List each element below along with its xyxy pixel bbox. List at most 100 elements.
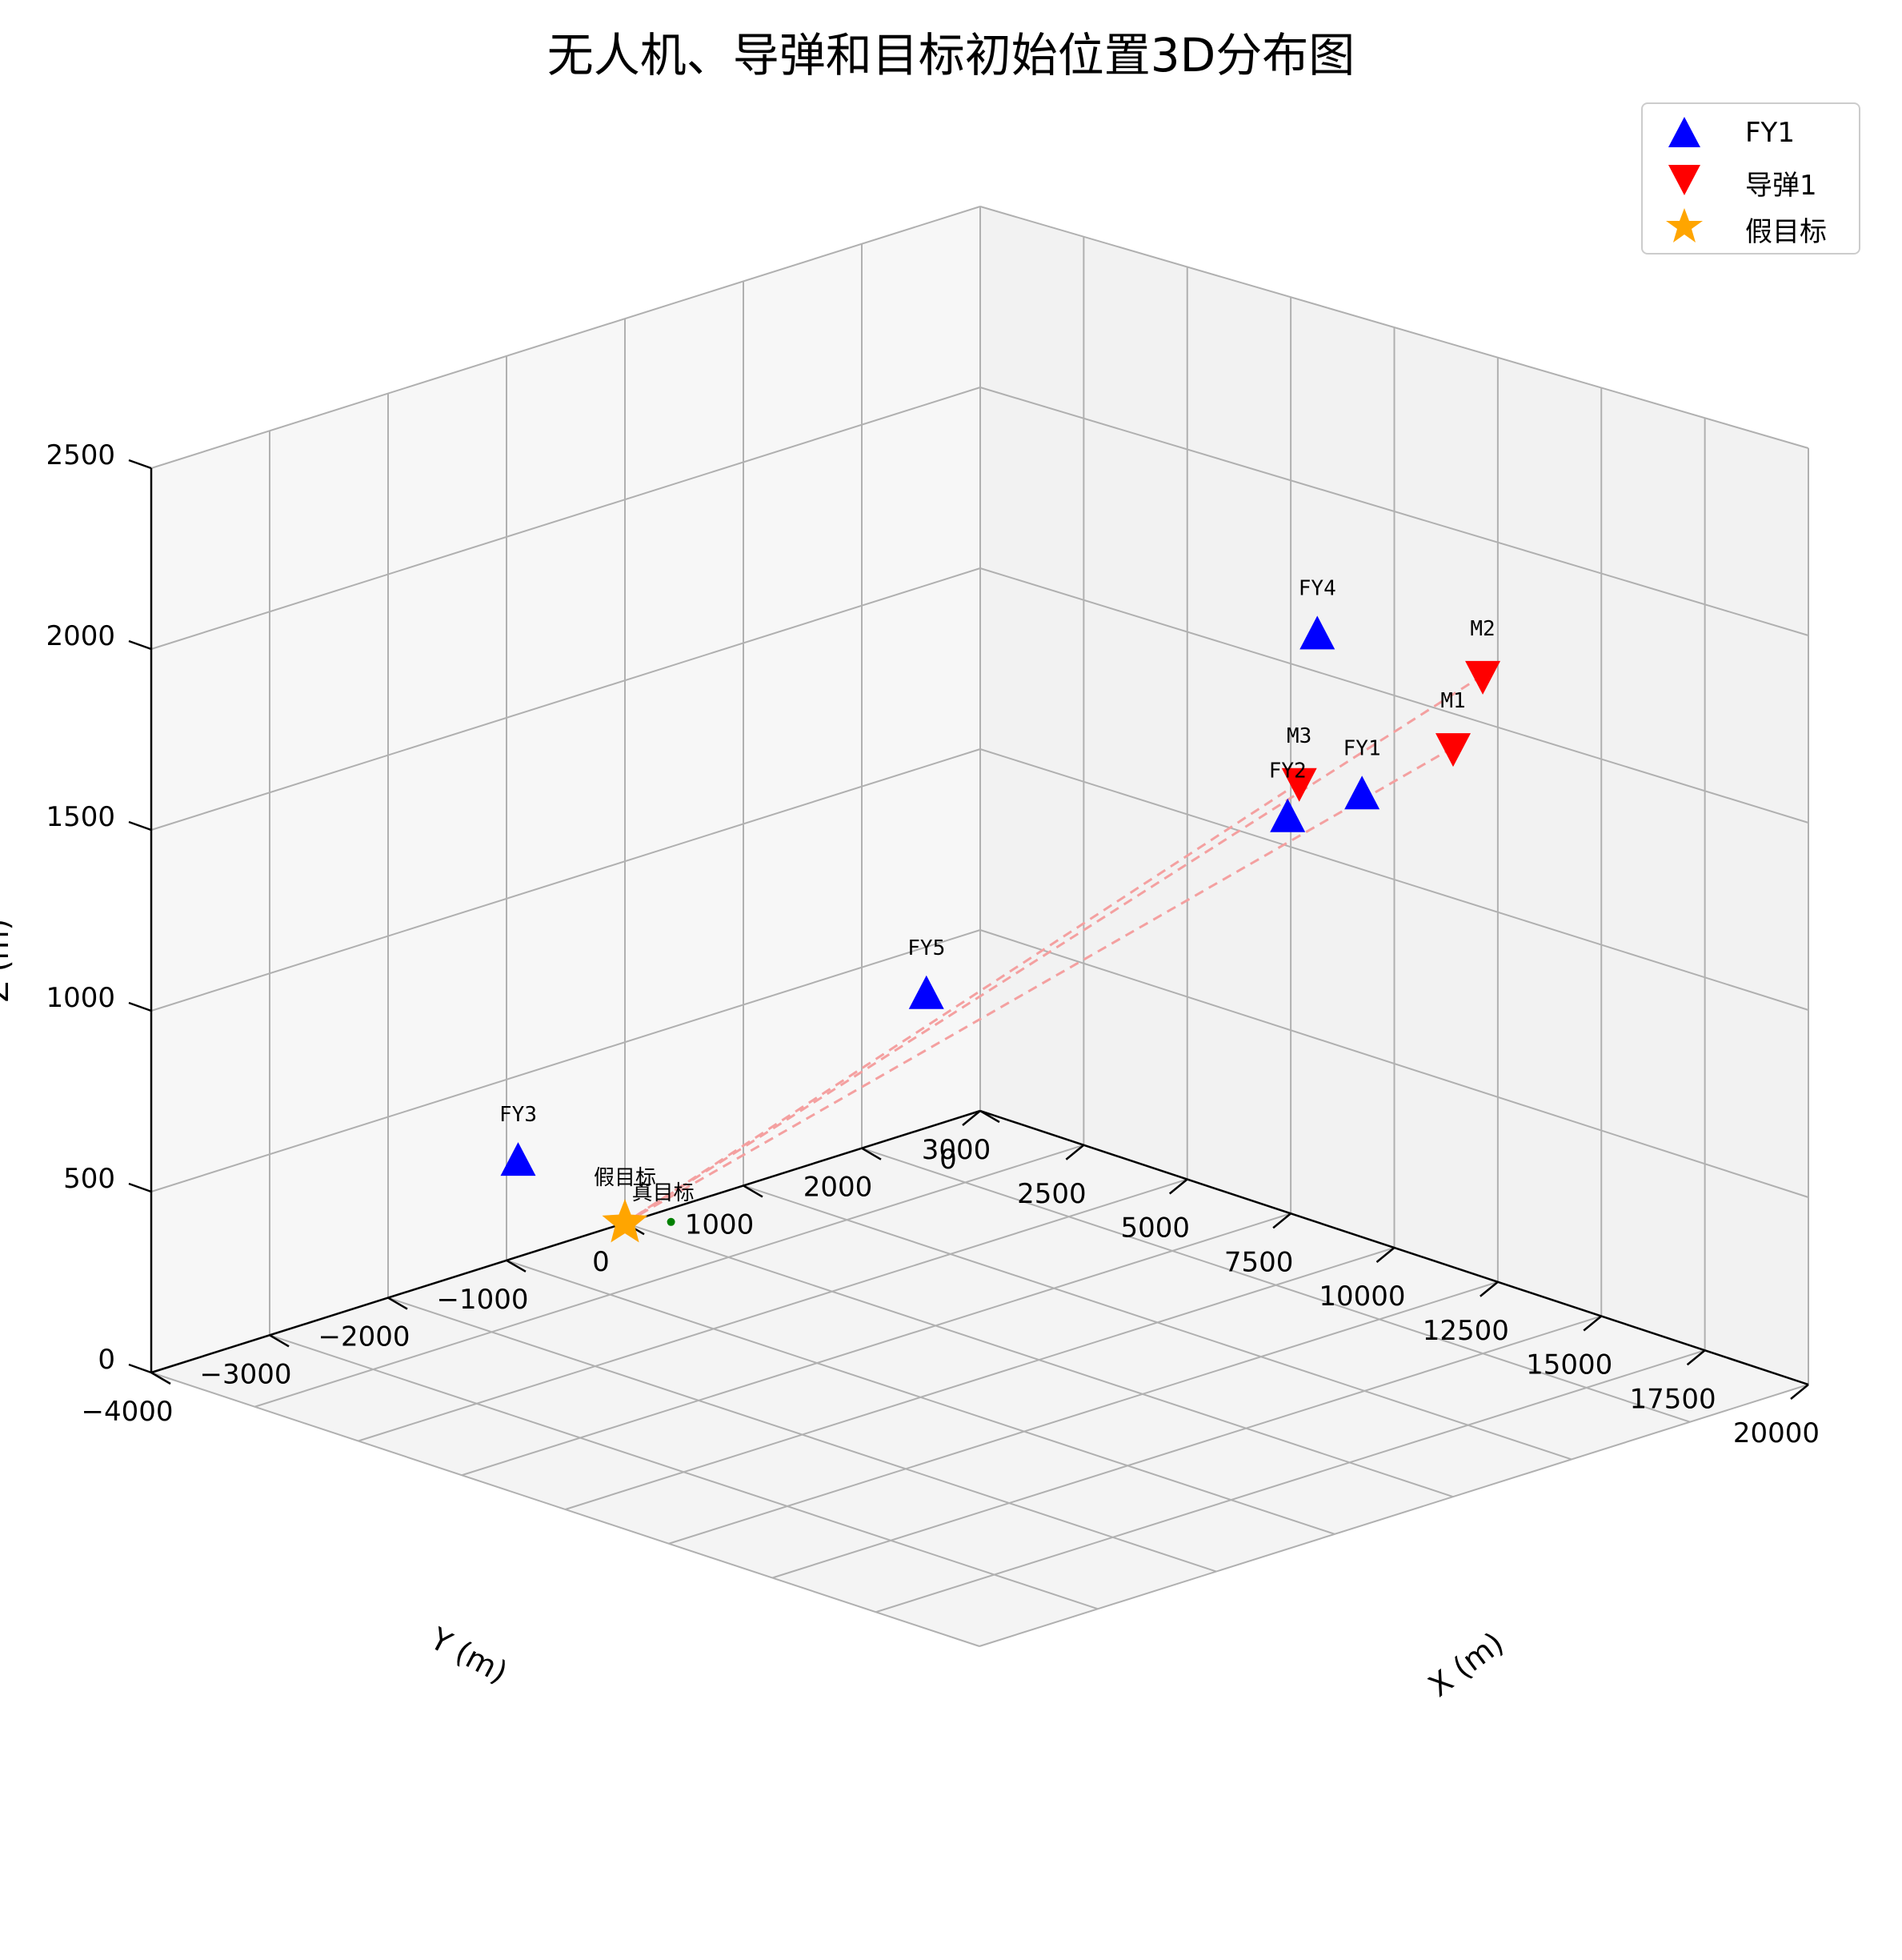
grid-line (269, 1334, 1099, 1610)
missile-marker (1465, 660, 1501, 695)
drone-label: FY2 (1269, 760, 1307, 784)
grid-line (979, 748, 1809, 1011)
y-tick (506, 1259, 527, 1273)
x-tick (1272, 1212, 1291, 1229)
tick-labels: 02500500075001000012500150001750020000−4… (46, 439, 1820, 1449)
y-tick (150, 1371, 171, 1385)
grid-line (979, 387, 1809, 636)
grid-line (743, 1184, 1572, 1461)
x-tick-label: 7500 (1224, 1246, 1294, 1278)
grid-line (565, 1247, 1395, 1510)
x-tick (1480, 1281, 1499, 1297)
x-tick-label: 0 (939, 1144, 957, 1176)
z-tick (128, 639, 152, 651)
missile-label: M2 (1470, 617, 1495, 641)
drone-label: FY1 (1343, 736, 1381, 760)
x-tick (1583, 1315, 1603, 1332)
legend: FY1 导弹1 假目标 (1641, 102, 1860, 255)
drone-marker (908, 975, 944, 1009)
legend-item-fake-target: 假目标 (1643, 203, 1859, 248)
missile-marker (1436, 733, 1471, 768)
grid-line (150, 206, 981, 469)
x-tick-label: 10000 (1319, 1281, 1405, 1313)
true-target-label: 真目标 (632, 1181, 695, 1205)
triangle-up-icon (1668, 117, 1700, 147)
trajectory-line (624, 674, 1484, 1224)
data-marks (500, 615, 1501, 1243)
drone-label: FY4 (1299, 576, 1336, 600)
y-tick-label: −3000 (199, 1358, 291, 1390)
true-target-marker (667, 1217, 675, 1226)
grid-line (150, 1372, 980, 1647)
grid-line (771, 1315, 1602, 1579)
y-tick-label: 1000 (685, 1208, 755, 1241)
y-tick (387, 1297, 408, 1310)
drone-marker (1299, 615, 1335, 650)
y-tick (743, 1184, 763, 1198)
y-tick-label: −4000 (81, 1396, 173, 1428)
grid-line (150, 748, 981, 1012)
drone-marker (500, 1142, 536, 1176)
y-tick-label: 3000 (922, 1134, 991, 1166)
x-tick-label: 5000 (1120, 1212, 1190, 1245)
z-tick-label: 2000 (46, 620, 115, 652)
drone-marker (1270, 798, 1306, 832)
grid-line (979, 929, 1809, 1198)
grid-line (979, 1384, 1809, 1647)
z-axis-label: Z (m) (0, 919, 15, 1003)
x-axis-label: X (m) (1422, 1625, 1510, 1704)
x-tick (1790, 1384, 1809, 1400)
y-axis-line (150, 1109, 981, 1374)
x-tick-label: 12500 (1423, 1315, 1509, 1347)
y-tick (861, 1147, 882, 1160)
missile-trajectories (624, 674, 1484, 1224)
grid-line (979, 567, 1809, 824)
drone-label: FY3 (499, 1103, 537, 1127)
tick-marks (128, 459, 1809, 1400)
z-tick-label: 0 (98, 1344, 115, 1376)
chart-title: 无人机、导弹和目标初始位置3D分布图 (547, 28, 1355, 82)
pane-yz (151, 206, 980, 1373)
triangle-down-icon (1668, 165, 1700, 195)
y-tick-label: −1000 (436, 1284, 528, 1316)
grid-line (979, 206, 1809, 449)
z-tick-label: 2500 (46, 439, 115, 471)
y-tick-label: 2000 (803, 1172, 873, 1204)
y-tick-label: 0 (592, 1246, 610, 1278)
legend-item-missile: 导弹1 (1643, 157, 1859, 202)
drone-label: FY5 (907, 936, 945, 960)
z-tick-label: 1500 (46, 801, 115, 833)
grid-line (387, 1297, 1217, 1573)
z-tick (128, 1182, 152, 1193)
y-tick (269, 1334, 290, 1348)
missile-label: M1 (1440, 689, 1465, 713)
z-tick-label: 1000 (46, 982, 115, 1014)
x-tick (962, 1110, 981, 1126)
y-tick (979, 1109, 1000, 1124)
grid-line (254, 1144, 1084, 1408)
z-tick (128, 1363, 152, 1374)
grid-line (861, 1147, 1691, 1423)
trajectory-line (624, 781, 1300, 1224)
legend-item-drone: FY1 (1643, 110, 1859, 155)
legend-label-drone: FY1 (1745, 117, 1795, 149)
drone-marker (1344, 776, 1380, 810)
x-tick-label: 2500 (1017, 1178, 1087, 1210)
legend-label-missile: 导弹1 (1745, 170, 1817, 202)
x-tick-label: 15000 (1526, 1349, 1612, 1381)
x-tick (1065, 1144, 1085, 1160)
grid-line (150, 387, 981, 650)
missile-marker (1281, 768, 1317, 802)
y-axis-label: Y (m) (424, 1621, 514, 1690)
star-icon (1666, 208, 1703, 242)
y-tick-label: −2000 (318, 1321, 410, 1353)
grid-line (506, 1259, 1335, 1535)
grid-lines (150, 206, 1809, 1647)
z-tick (128, 1001, 152, 1012)
fake-target-marker (602, 1199, 648, 1243)
x-tick (1168, 1178, 1188, 1195)
grid-line (358, 1178, 1188, 1442)
x-tick (1375, 1247, 1395, 1263)
